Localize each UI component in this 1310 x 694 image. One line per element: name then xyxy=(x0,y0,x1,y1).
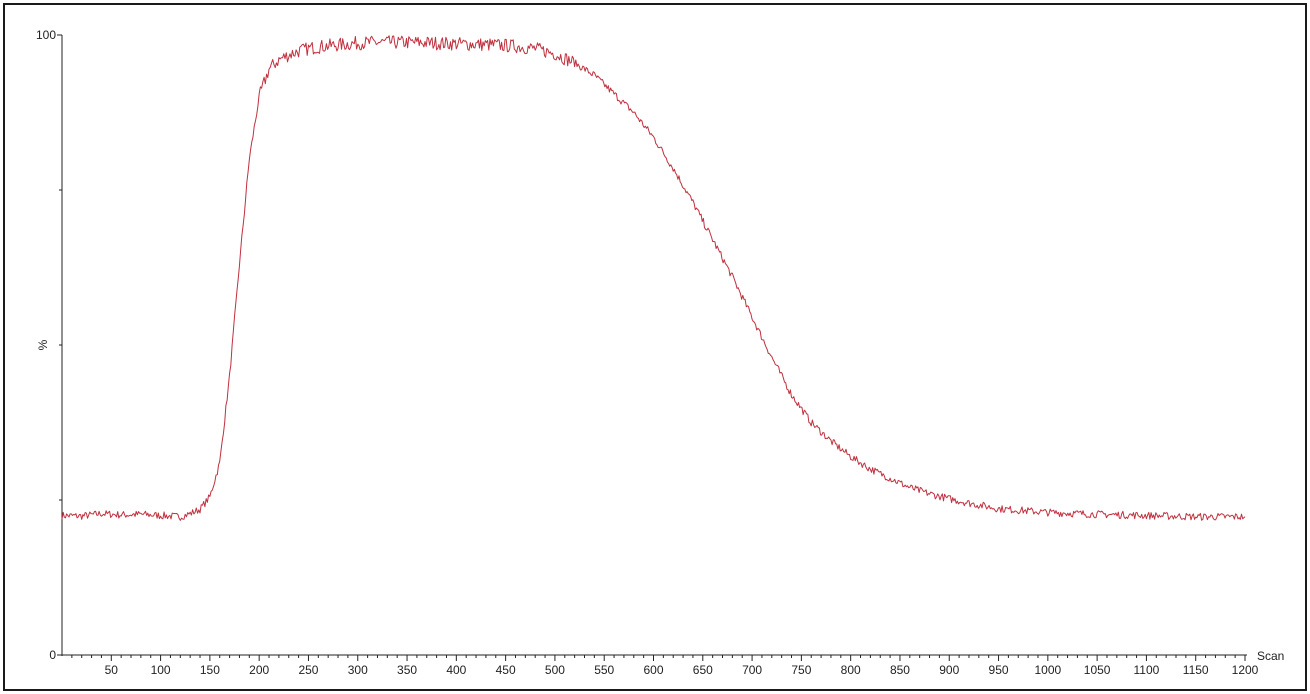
series-line xyxy=(61,35,1246,521)
y-tick-label: 100 xyxy=(36,28,56,42)
x-tick-label: 300 xyxy=(348,663,368,677)
y-axis-label: % xyxy=(36,339,50,350)
x-tick-label: 550 xyxy=(594,663,614,677)
axes xyxy=(61,35,1247,656)
x-tick-label: 650 xyxy=(693,663,713,677)
x-tick-label: 350 xyxy=(397,663,417,677)
x-tick-label: 100 xyxy=(151,663,171,677)
line-chart: 50 100 150 200 250 300 350 400 450 500 550 600 650 70… xyxy=(36,28,1284,677)
x-tick-label: 600 xyxy=(643,663,663,677)
x-axis-label: Scan xyxy=(1257,649,1284,663)
x-tick-label: 250 xyxy=(298,663,318,677)
x-tick-label: 800 xyxy=(841,663,861,677)
x-tick-label: 200 xyxy=(249,663,269,677)
x-tick-label: 1000 xyxy=(1034,663,1061,677)
x-tick-label: 500 xyxy=(545,663,565,677)
series-layer xyxy=(61,35,1246,521)
x-ticks: 50 100 150 200 250 300 350 400 450 500 550 600 650 70… xyxy=(71,655,1259,677)
x-tick-label: 150 xyxy=(200,663,220,677)
x-tick-label: 1050 xyxy=(1084,663,1111,677)
x-tick-label: 1150 xyxy=(1183,663,1209,677)
x-tick-label: 1100 xyxy=(1134,663,1160,677)
x-tick-label: 1200 xyxy=(1232,663,1259,677)
x-tick-label: 950 xyxy=(989,663,1009,677)
x-tick-label: 400 xyxy=(446,663,466,677)
x-tick-label: 450 xyxy=(496,663,516,677)
chart-frame: 50 100 150 200 250 300 350 400 450 500 550 600 650 70… xyxy=(3,3,1307,691)
y-tick-label: 0 xyxy=(49,648,56,662)
x-tick-label: 700 xyxy=(742,663,762,677)
x-tick-label: 900 xyxy=(939,663,959,677)
x-tick-label: 750 xyxy=(791,663,811,677)
x-tick-label: 850 xyxy=(890,663,910,677)
x-tick-label: 50 xyxy=(105,663,119,677)
y-ticks: 0 100 xyxy=(36,28,62,662)
